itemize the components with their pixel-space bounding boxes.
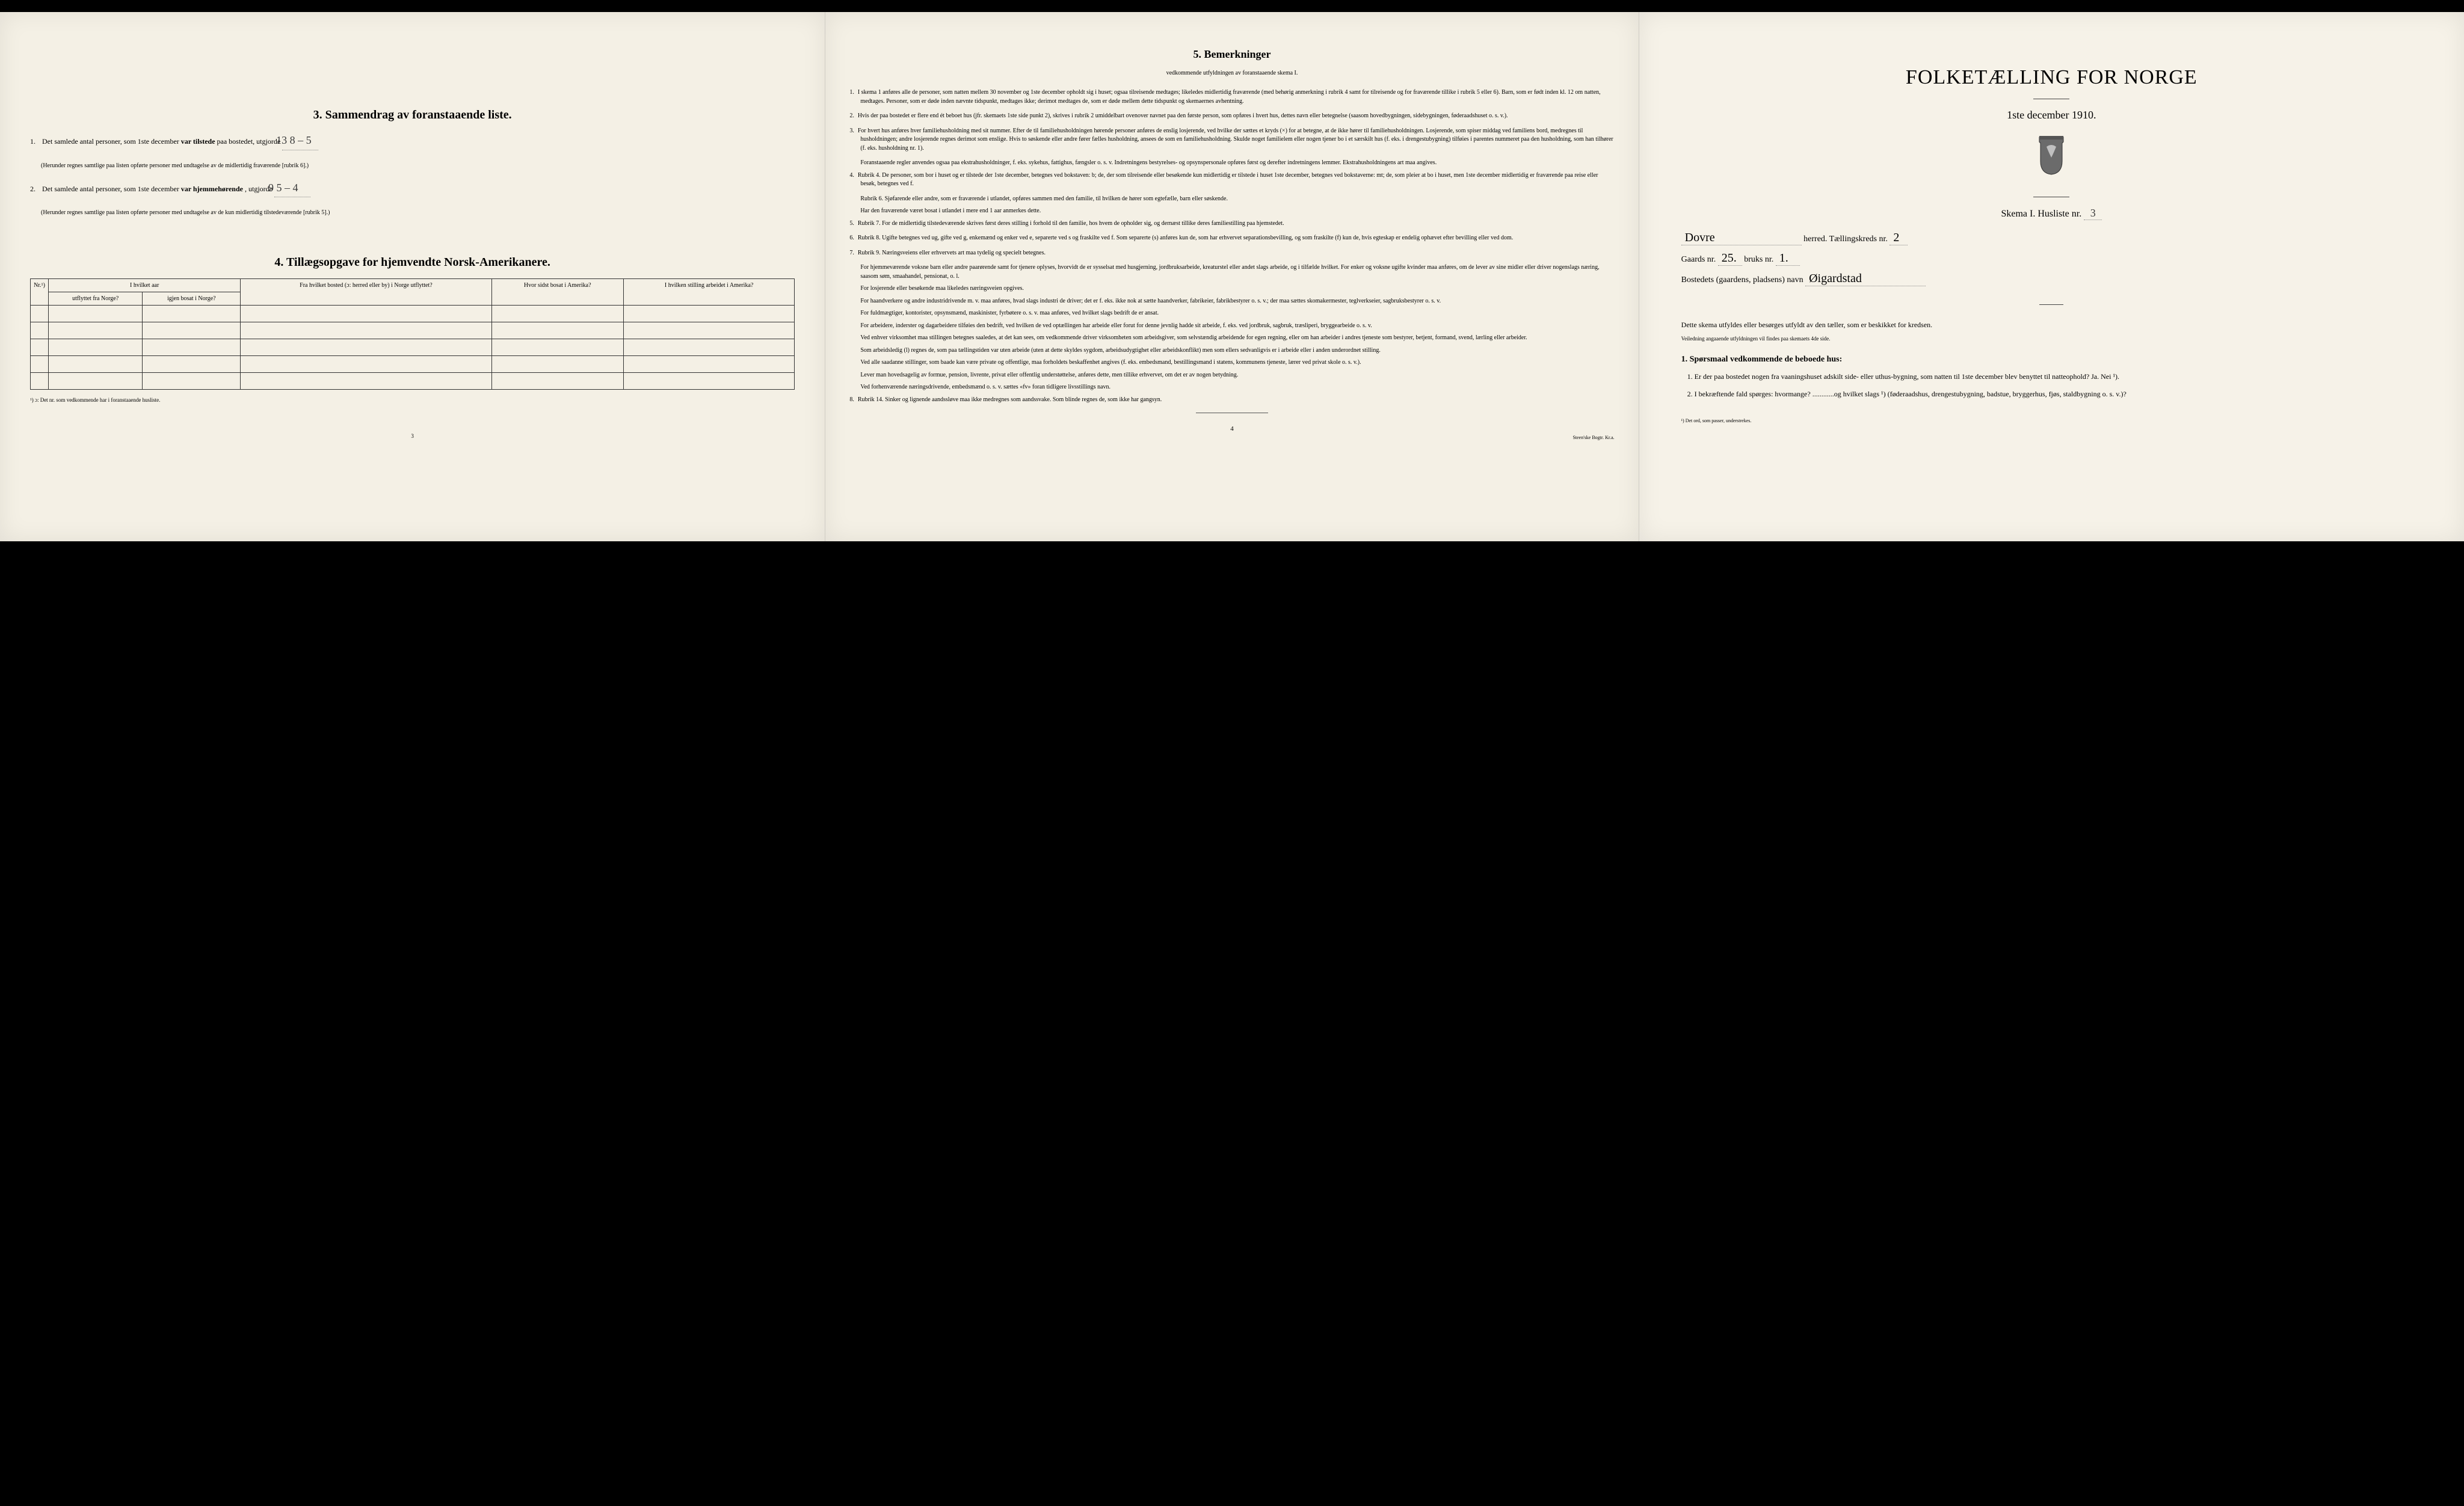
page-4: 5. Bemerkninger vedkommende utfyldningen… — [825, 12, 1639, 541]
bosted-name: Øigardstad — [1805, 272, 1926, 286]
divider — [2039, 304, 2063, 305]
kreds-nr: 2 — [1890, 231, 1908, 245]
emigrant-table: Nr.¹) I hvilket aar Fra hvilket bosted (… — [30, 278, 795, 390]
remark-item: Ved forhenværende næringsdrivende, embed… — [849, 383, 1614, 392]
remark-item: For hjemmeværende voksne barn eller andr… — [849, 263, 1614, 281]
title-page: FOLKETÆLLING FOR NORGE 1ste december 191… — [1639, 12, 2464, 541]
gaard-nr: 25. — [1718, 251, 1742, 266]
th-nr: Nr.¹) — [31, 279, 49, 306]
handwritten-count-resident: 9 5 – 4 — [274, 179, 310, 198]
item-1-note: (Herunder regnes samtlige paa listen opf… — [41, 161, 795, 170]
section-5-subtitle: vedkommende utfyldningen av foranstaaend… — [849, 70, 1614, 76]
table-footnote: ¹) ɔ: Det nr. som vedkommende har i fora… — [30, 397, 795, 403]
handwritten-count-present: 13 8 – 5 — [282, 131, 318, 150]
remark-item: For arbeidere, inderster og dagarbeidere… — [849, 322, 1614, 331]
remark-item: 6.Rubrik 8. Ugifte betegnes ved ug, gift… — [849, 234, 1614, 243]
remark-item: Har den fraværende været bosat i utlande… — [849, 207, 1614, 216]
bosted-line: Bostedets (gaardens, pladsens) navn Øiga… — [1669, 272, 2434, 286]
th-utflyttet: utflyttet fra Norge? — [49, 292, 143, 306]
page-3: 3. Sammendrag av foranstaaende liste. 1.… — [0, 12, 825, 541]
remark-item: 4.Rubrik 4. De personer, som bor i huset… — [849, 171, 1614, 189]
remarks-list: 1.I skema 1 anføres alle de personer, so… — [849, 88, 1614, 404]
remark-item: 5.Rubrik 7. For de midlertidig tilstedev… — [849, 220, 1614, 229]
section-3-title: 3. Sammendrag av foranstaaende liste. — [30, 108, 795, 122]
questions-heading: 1. Spørsmaal vedkommende de beboede hus: — [1681, 355, 2422, 364]
table-row — [31, 356, 795, 373]
section-4-title: 4. Tillægsopgave for hjemvendte Norsk-Am… — [30, 256, 795, 269]
remark-item: 7.Rubrik 9. Næringsveiens eller erhverve… — [849, 249, 1614, 258]
remark-item: 2.Hvis der paa bostedet er flere end ét … — [849, 112, 1614, 121]
herred-line: Dovre herred. Tællingskreds nr. 2 — [1669, 231, 2434, 245]
th-igjen: igjen bosat i Norge? — [143, 292, 241, 306]
bruks-nr: 1. — [1776, 251, 1800, 266]
question-1: 1. Er der paa bostedet nogen fra vaaning… — [1699, 370, 2422, 383]
page-number-4: 4 — [849, 425, 1614, 432]
remark-item: For losjerende eller besøkende maa likel… — [849, 284, 1614, 294]
page-number-3: 3 — [30, 433, 795, 439]
table-row — [31, 322, 795, 339]
table-row — [31, 306, 795, 322]
th-stilling: I hvilken stilling arbeidet i Amerika? — [623, 279, 794, 306]
coat-of-arms-icon — [1669, 135, 2434, 179]
remark-item: For fuldmægtiger, kontorister, opsynsmæn… — [849, 309, 1614, 318]
item-2-note: (Herunder regnes samtlige paa listen opf… — [41, 208, 795, 217]
table-row — [31, 373, 795, 390]
th-fra: Fra hvilket bosted (ɔ: herred eller by) … — [241, 279, 491, 306]
table-row — [31, 339, 795, 356]
census-title: FOLKETÆLLING FOR NORGE — [1669, 66, 2434, 89]
census-date: 1ste december 1910. — [1669, 109, 2434, 121]
remark-item: Lever man hovedsagelig av formue, pensio… — [849, 371, 1614, 380]
summary-item-2: 2. Det samlede antal personer, som 1ste … — [30, 179, 795, 198]
remark-item: Foranstaaende regler anvendes ogsaa paa … — [849, 159, 1614, 168]
husliste-nr: 3 — [2084, 207, 2102, 220]
th-hvor: Hvor sidst bosat i Amerika? — [491, 279, 623, 306]
remark-item: For haandverkere og andre industridriven… — [849, 297, 1614, 306]
document-spread: 3. Sammendrag av foranstaaende liste. 1.… — [0, 12, 2464, 541]
instructions: Dette skema utfyldes eller besørges utfy… — [1681, 319, 2422, 331]
question-2: 2. I bekræftende fald spørges: hvormange… — [1699, 388, 2422, 400]
skema-line: Skema I. Husliste nr. 3 — [1669, 207, 2434, 220]
herred-name: Dovre — [1681, 231, 1802, 245]
printer-credit: Steen'ske Bogtr. Kr.a. — [849, 435, 1614, 440]
instructions-note: Veiledning angaaende utfyldningen vil fi… — [1681, 336, 2422, 342]
gaard-line: Gaards nr. 25. bruks nr. 1. — [1669, 251, 2434, 266]
remark-item: Ved alle saadanne stillinger, som baade … — [849, 358, 1614, 367]
remark-item: 1.I skema 1 anføres alle de personer, so… — [849, 88, 1614, 106]
remark-item: Rubrik 6. Sjøfarende eller andre, som er… — [849, 195, 1614, 204]
th-year-group: I hvilket aar — [49, 279, 241, 292]
remark-item: 3.For hvert hus anføres hver familiehush… — [849, 127, 1614, 153]
remark-item: Som arbeidsledig (l) regnes de, som paa … — [849, 346, 1614, 355]
remark-item: 8.Rubrik 14. Sinker og lignende aandsslø… — [849, 396, 1614, 405]
footnote-underline: ¹) Det ord, som passer, understrekes. — [1681, 418, 2422, 423]
summary-item-1: 1. Det samlede antal personer, som 1ste … — [30, 131, 795, 150]
remark-item: Ved enhver virksomhet maa stillingen bet… — [849, 334, 1614, 343]
section-5-title: 5. Bemerkninger — [849, 48, 1614, 61]
